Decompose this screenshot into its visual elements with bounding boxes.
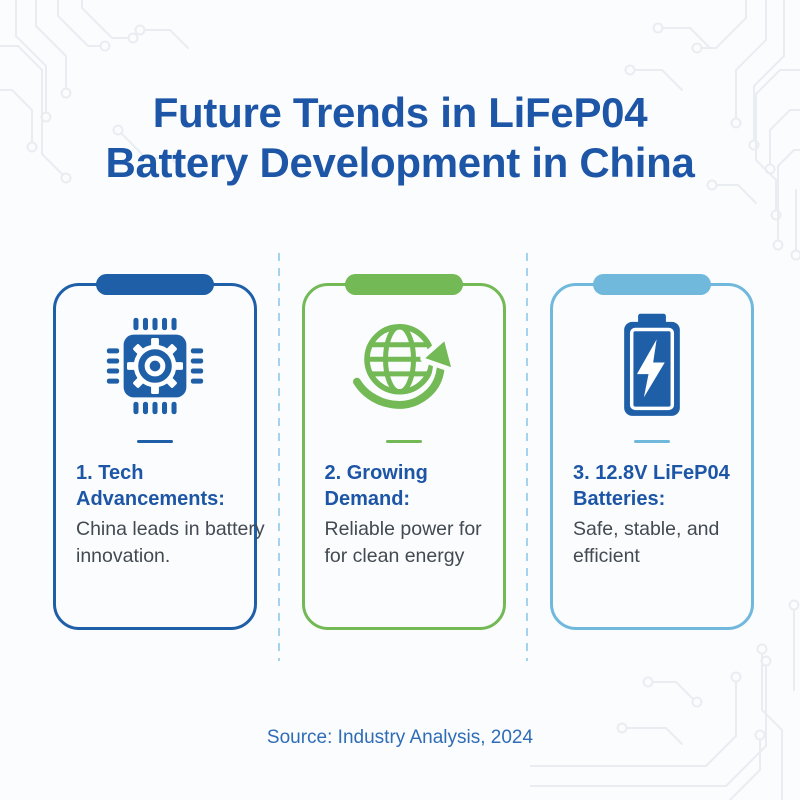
card-body: Safe, stable, and efficient [573, 518, 720, 567]
card-body: China leads in battery innovation. [76, 518, 265, 567]
card-top-pill [96, 274, 214, 295]
source-attribution: Source: Industry Analysis, 2024 [266, 727, 534, 748]
card-divider [634, 440, 670, 443]
card-top-pill [344, 274, 463, 295]
cards-row: 1. Tech Advancements: China leads in bat… [53, 274, 754, 630]
globe-growth-arrow-icon [348, 324, 456, 413]
card-growing-demand: 2. Growing Demand: Reliable power for fo… [301, 274, 506, 630]
dashed-column-divider [278, 253, 280, 661]
card-divider [385, 440, 422, 443]
chip-gear-icon [106, 317, 204, 415]
card-heading: 1. Tech Advancements: [76, 462, 225, 510]
card-lifep04-batteries: 3. 12.8V LiFeP04 Batteries: Safe, stable… [550, 274, 754, 630]
card-top-pill [593, 274, 711, 295]
card-divider [137, 440, 173, 443]
icon-box [594, 308, 710, 424]
card-tech-advancements: 1. Tech Advancements: China leads in bat… [53, 274, 265, 630]
icon-box [346, 308, 462, 424]
card-body: Reliable power for for clean energy [324, 518, 482, 567]
card-heading: 3. 12.8V LiFeP04 Batteries: [573, 462, 730, 510]
battery-bolt-icon [624, 313, 680, 416]
card-heading: 2. Growing Demand: [324, 462, 428, 510]
page-title: Future Trends in LiFeP04 Battery Develop… [105, 89, 695, 187]
dashed-column-divider [526, 253, 528, 661]
icon-box [97, 308, 213, 424]
